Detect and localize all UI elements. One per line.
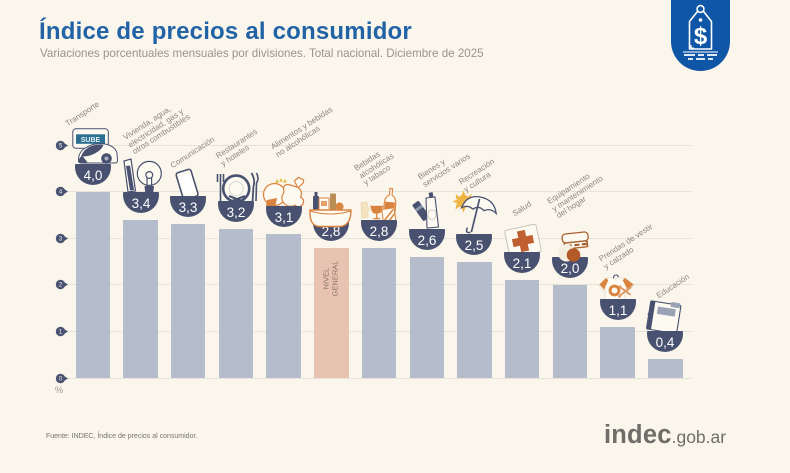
svg-text:1,1: 1,1 <box>608 303 627 318</box>
svg-text:2,6: 2,6 <box>417 233 436 248</box>
svg-text:2,0: 2,0 <box>561 261 580 276</box>
svg-text:1: 1 <box>59 330 63 336</box>
svg-text:$: $ <box>694 23 708 50</box>
svg-text:3,2: 3,2 <box>227 205 246 220</box>
svg-text:SUBE: SUBE <box>81 136 101 143</box>
svg-text:2,1: 2,1 <box>513 256 532 271</box>
svg-text:3,3: 3,3 <box>179 200 198 215</box>
svg-text:0: 0 <box>59 376 63 382</box>
svg-text:4: 4 <box>59 190 63 196</box>
svg-text:3: 3 <box>59 236 63 242</box>
svg-text:2: 2 <box>59 283 63 289</box>
svg-text:3,4: 3,4 <box>131 196 150 211</box>
svg-text:2,5: 2,5 <box>465 238 484 253</box>
svg-text:0,4: 0,4 <box>656 335 675 350</box>
svg-text:3,1: 3,1 <box>274 210 293 225</box>
svg-text:5: 5 <box>59 143 63 149</box>
svg-text:2,8: 2,8 <box>322 224 341 239</box>
svg-text:2,8: 2,8 <box>370 224 389 239</box>
svg-text:4,0: 4,0 <box>83 168 102 183</box>
